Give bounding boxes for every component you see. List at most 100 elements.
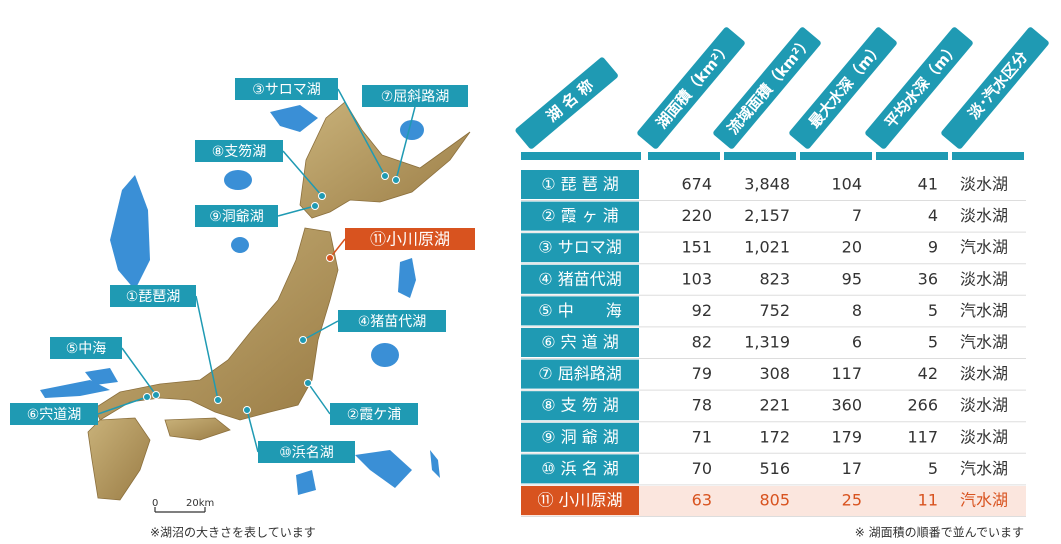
cell-value: 516	[759, 459, 790, 478]
cell-value: 1,021	[744, 238, 790, 257]
map-note: ※湖沼の大きさを表しています	[150, 525, 316, 540]
map-label: ⑪小川原湖	[370, 230, 450, 249]
cell-value: 42	[918, 364, 938, 383]
cell-value: 7	[852, 206, 862, 225]
lake-name: ⑧ 支 笏 湖	[541, 396, 619, 415]
cell-value: 104	[831, 175, 862, 194]
lake-point	[312, 203, 319, 210]
lake-point	[319, 193, 326, 200]
cell-value: 6	[852, 333, 862, 352]
lake-type: 淡水湖	[960, 175, 1008, 194]
lake-point	[144, 394, 151, 401]
lake-point	[300, 337, 307, 344]
cell-value: 82	[692, 333, 712, 352]
cell-value: 92	[692, 301, 712, 320]
cell-value: 5	[928, 333, 938, 352]
lake-name: ③ サロマ湖	[538, 238, 621, 257]
map-label: ⑧支笏湖	[212, 144, 267, 160]
lake-point	[244, 407, 251, 414]
cell-value: 5	[928, 301, 938, 320]
lake-type: 汽水湖	[960, 333, 1008, 352]
callout-line	[308, 383, 330, 414]
cell-value: 103	[681, 269, 712, 288]
cell-value: 5	[928, 459, 938, 478]
header-text: 淡･汽水区分	[965, 48, 1032, 123]
lake-point	[153, 392, 160, 399]
header-bar	[952, 152, 1024, 160]
cell-value: 25	[842, 491, 862, 510]
cell-value: 36	[918, 269, 938, 288]
header-bar	[648, 152, 720, 160]
cell-value: 220	[681, 206, 712, 225]
lake-name: ⑤ 中 海	[538, 301, 621, 320]
cell-value: 63	[692, 491, 712, 510]
cell-value: 805	[759, 491, 790, 510]
lake-point	[215, 397, 222, 404]
cell-value: 71	[692, 427, 712, 446]
header-text: 最大水深（m）	[805, 39, 887, 131]
cell-value: 3,848	[744, 175, 790, 194]
lake-type: 淡水湖	[960, 396, 1008, 415]
cell-value: 221	[759, 396, 790, 415]
lake-type: 淡水湖	[960, 206, 1008, 225]
header-bar	[800, 152, 872, 160]
header-banner: 湖 名 称	[514, 56, 619, 150]
cell-value: 117	[831, 364, 862, 383]
lake-type: 汽水湖	[960, 459, 1008, 478]
map-label: ⑦屈斜路湖	[381, 89, 450, 105]
scale-zero: 0	[152, 498, 158, 509]
header-text: 平均水深（m）	[881, 39, 963, 131]
lake-name: ⑥ 宍 道 湖	[541, 333, 619, 352]
lake-name: ⑨ 洞 爺 湖	[541, 427, 619, 446]
lake-type: 汽水湖	[960, 238, 1008, 257]
cell-value: 4	[928, 206, 938, 225]
cell-value: 70	[692, 459, 712, 478]
cell-value: 823	[759, 269, 790, 288]
cell-value: 17	[842, 459, 862, 478]
cell-value: 79	[692, 364, 712, 383]
header-bar	[521, 152, 641, 160]
map-label: ④猪苗代湖	[358, 314, 427, 330]
cell-value: 308	[759, 364, 790, 383]
cell-value: 20	[842, 238, 862, 257]
map-label: ⑩浜名湖	[279, 445, 334, 461]
table-note: ※ 湖面積の順番で並んでいます	[855, 525, 1024, 540]
lake-name: ② 霞 ヶ 浦	[541, 206, 619, 225]
lake-point	[393, 177, 400, 184]
cell-value: 1,319	[744, 333, 790, 352]
lake-type: 淡水湖	[960, 427, 1008, 446]
cell-value: 151	[681, 238, 712, 257]
lake-name: ⑩ 浜 名 湖	[541, 459, 619, 478]
cell-value: 117	[907, 427, 938, 446]
cell-value: 8	[852, 301, 862, 320]
cell-value: 41	[918, 175, 938, 194]
lake-type: 淡水湖	[960, 364, 1008, 383]
infographic: ③サロマ湖⑦屈斜路湖⑧支笏湖⑨洞爺湖⑪小川原湖①琵琶湖④猪苗代湖⑤中海⑥宍道湖②…	[0, 0, 1061, 544]
lake-point	[382, 173, 389, 180]
map-label: ①琵琶湖	[126, 289, 181, 305]
cell-value: 266	[907, 396, 938, 415]
cell-value: 2,157	[744, 206, 790, 225]
header-text: 湖面積（km²）	[653, 38, 736, 132]
cell-value: 95	[842, 269, 862, 288]
lake-name: ⑦ 屈斜路湖	[538, 364, 621, 383]
cell-value: 9	[928, 238, 938, 257]
cell-value: 179	[831, 427, 862, 446]
cell-value: 674	[681, 175, 712, 194]
lake-point	[327, 255, 334, 262]
cell-value: 360	[831, 396, 862, 415]
lake-type: 淡水湖	[960, 269, 1008, 288]
lake-point	[305, 380, 312, 387]
header-bar	[724, 152, 796, 160]
map-label: ②霞ケ浦	[347, 407, 402, 423]
cell-value: 752	[759, 301, 790, 320]
lake-type: 汽水湖	[960, 491, 1008, 510]
cell-value: 78	[692, 396, 712, 415]
lake-name: ④ 猪苗代湖	[538, 269, 621, 288]
scale-km: 20km	[186, 498, 214, 509]
map-label: ⑤中海	[66, 341, 107, 357]
lake-name: ⑪ 小川原湖	[537, 491, 622, 510]
lake-type: 汽水湖	[960, 301, 1008, 320]
cell-value: 11	[918, 491, 938, 510]
cell-value: 172	[759, 427, 790, 446]
